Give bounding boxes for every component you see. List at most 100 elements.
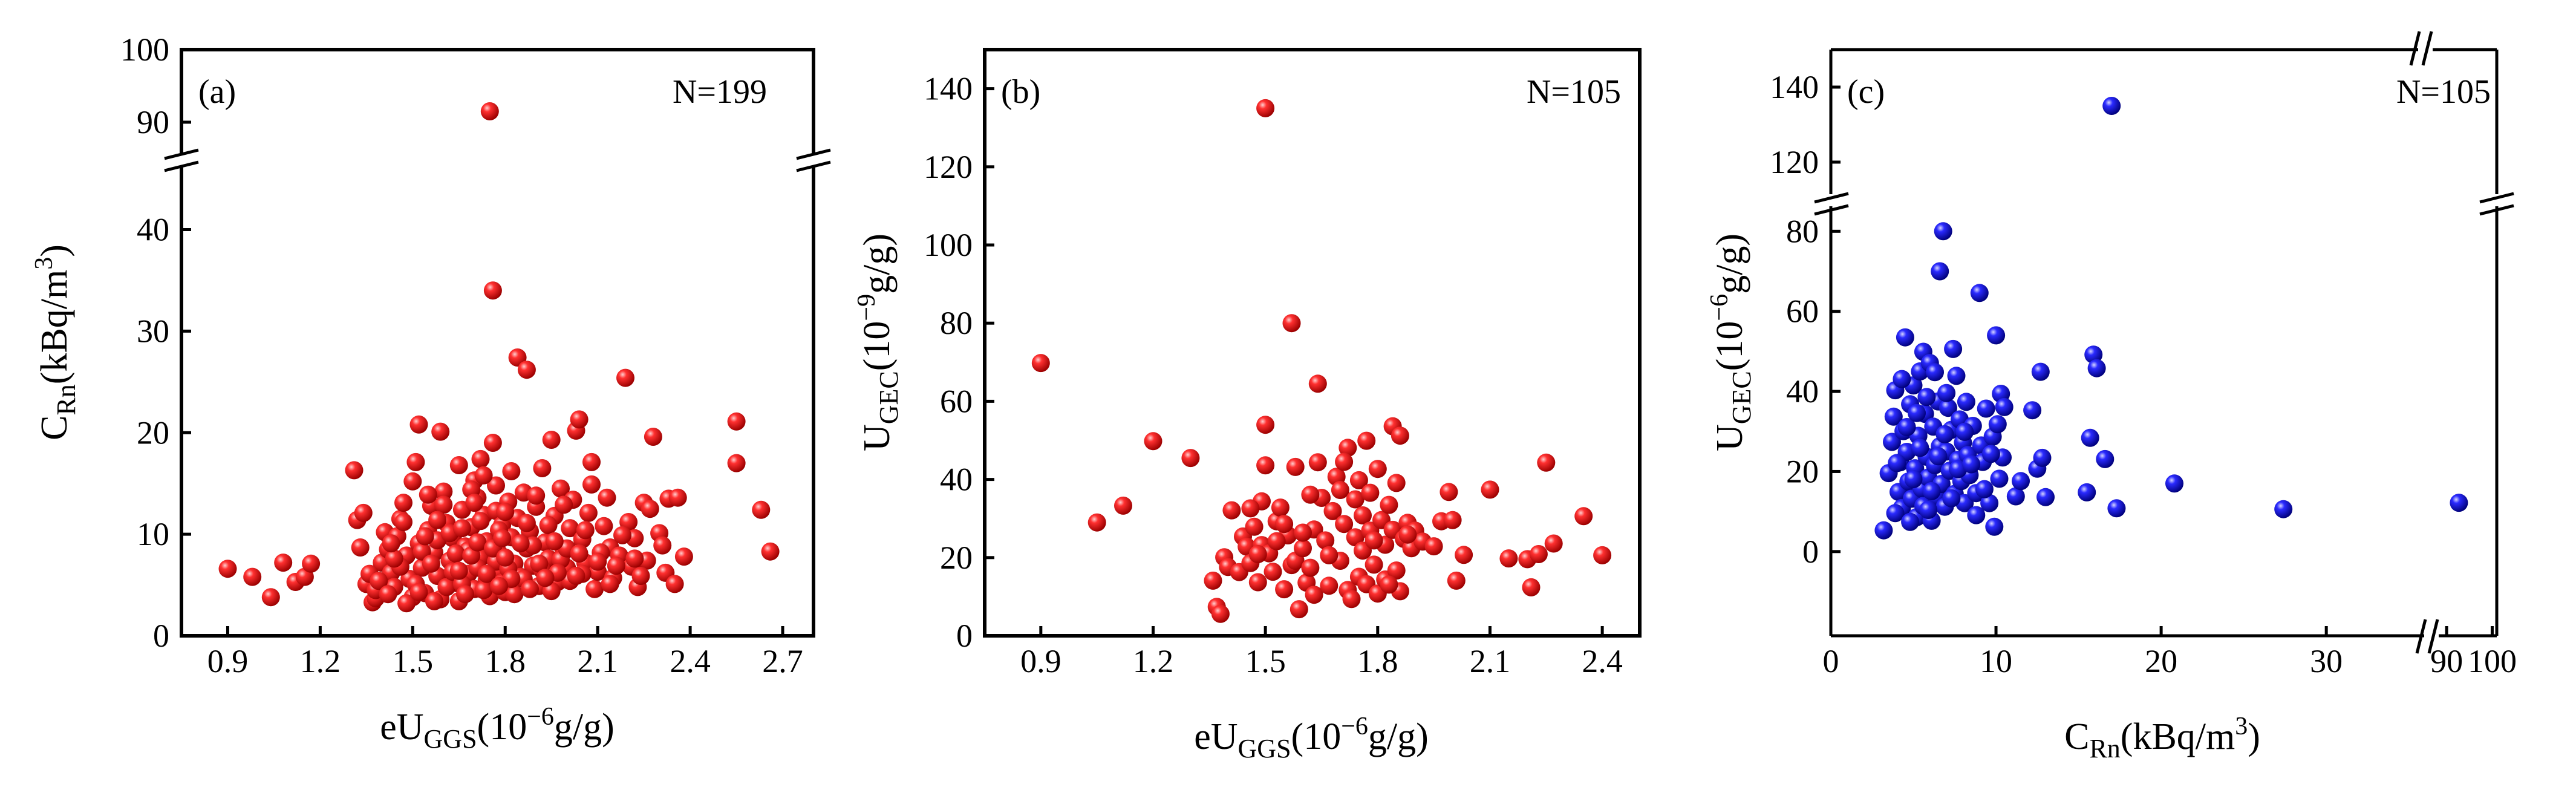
panel-b-point [1447, 571, 1466, 590]
panel-a-point [483, 434, 502, 452]
panel-a-point [582, 475, 601, 494]
panel-c-point [2102, 97, 2121, 115]
panel-a-point [274, 554, 293, 572]
panel-c-point [1893, 370, 1911, 388]
panel-a-point [496, 548, 515, 567]
panel-b-point [1308, 374, 1327, 393]
panel-a-point [345, 461, 364, 480]
panel-a-point [419, 485, 437, 504]
panel-b-point [1204, 571, 1222, 590]
panel-a-y-tick-label: 30 [137, 313, 169, 349]
panel-b-point [1308, 453, 1327, 472]
panel-a-point [505, 585, 524, 604]
panel-b-points [1031, 99, 1612, 623]
panel-a-point [576, 521, 595, 540]
panel-a-x-axis-title: eUGGS(10−6g/g) [380, 703, 615, 754]
panel-b-y-tick-label: 120 [924, 149, 973, 185]
panel-a-point [379, 585, 397, 604]
panel-a-point [561, 519, 579, 538]
panel-c-point [2023, 401, 2042, 420]
panel-a-point [653, 536, 672, 555]
panel-b-point [1305, 586, 1323, 604]
panel-c-point [1981, 445, 2000, 463]
panel-a-point [521, 580, 539, 598]
panel-c-point [1911, 439, 1929, 457]
panel-a-n-label: N=199 [673, 73, 767, 111]
panel-b-point [1357, 431, 1376, 450]
panel-a-break-mark-right [796, 148, 831, 172]
panel-b-point [1529, 545, 1548, 563]
panel-a-point [409, 415, 428, 434]
panel-a-x-tick-label: 1.2 [300, 643, 341, 679]
panel-b-point [1256, 456, 1275, 475]
panel-b-point [1301, 485, 1320, 504]
panel-a-point [496, 503, 515, 521]
panel-a-point [674, 547, 693, 566]
panel-a-point [555, 495, 573, 514]
panel-c-point [1888, 454, 1906, 472]
panel-b-point [1222, 501, 1241, 520]
panel-a-point [527, 486, 546, 505]
panel-b-point [1361, 483, 1380, 502]
panel-c-point [1897, 418, 1916, 436]
panel-c-point [1944, 339, 1963, 358]
panel-a-point [422, 554, 440, 573]
panel-b-x-tick-label: 2.1 [1470, 643, 1511, 679]
panel-a-point [468, 533, 487, 552]
panel-a-x-tick-label: 1.8 [484, 643, 526, 679]
panel-a-point [471, 449, 490, 468]
panel-a-point [434, 495, 453, 514]
panel-a-y-tick-label: 40 [137, 212, 169, 248]
panel-a-break-mask-right [804, 154, 823, 166]
panel-a-point [456, 585, 474, 604]
panel-c-x-tick-upper-label: 90 [2430, 643, 2463, 679]
panel-a-point [243, 567, 262, 586]
panel-b-point [1346, 490, 1365, 509]
panel-a-point [483, 281, 502, 300]
panel-b-point [1331, 481, 1349, 499]
panel-c-point [1934, 222, 1952, 241]
panel-a-point [394, 513, 412, 531]
panel-b-point [1380, 495, 1398, 514]
panel-c-y-tick-label: 40 [1786, 373, 1819, 410]
panel-c-point [1908, 403, 1926, 422]
panel-c-point [2096, 449, 2115, 468]
panel-b-point [1087, 513, 1106, 532]
panel-a-point [490, 576, 508, 595]
panel-c-point [1977, 399, 1995, 418]
panel-b-point [1424, 537, 1443, 556]
panel-c-x-tick-label: 30 [2310, 643, 2343, 679]
panel-c-point [1955, 422, 1974, 441]
panel-a-point [533, 459, 552, 477]
panel-a-point [502, 462, 521, 480]
panel-a-point [536, 569, 555, 587]
panel-a-point [370, 572, 388, 590]
panel-a-point [517, 361, 536, 379]
panel-a-point [607, 557, 625, 575]
panel-b-n-label: N=105 [1527, 73, 1621, 111]
panel-b-point [1290, 600, 1308, 619]
panel-c-x-tick-label: 10 [1980, 643, 2012, 679]
panel-b-point [1346, 528, 1365, 547]
panel-b-point [1544, 534, 1563, 553]
panel-c-y-tick-label: 20 [1786, 453, 1819, 489]
panel-a-point [539, 516, 558, 534]
panel-c-point [1886, 504, 1905, 523]
panel-c-point [2165, 474, 2183, 493]
panel-a-x-tick-label: 2.4 [670, 643, 711, 679]
panel-c-point [1919, 501, 1938, 519]
panel-b-point [1275, 580, 1294, 599]
panel-a-y-tick-label: 20 [137, 414, 169, 451]
panel-c-point [2031, 362, 2050, 381]
panel-c-label: (c) [1847, 73, 1885, 111]
panel-c-x-axis-title: CRn(kBq/m3) [2064, 713, 2260, 763]
panel-a-point [385, 549, 403, 568]
panel-a-point [382, 534, 400, 553]
panel-a-point [579, 503, 598, 522]
panel-c-point [1937, 384, 1956, 402]
panel-a-point [452, 519, 471, 538]
panel-c-y-tick-upper-label: 140 [1770, 69, 1819, 105]
panel-b-y-tick-label: 0 [956, 618, 973, 654]
panel-c-y-tick-label: 0 [1802, 534, 1819, 570]
panel-b-point [1241, 499, 1260, 518]
